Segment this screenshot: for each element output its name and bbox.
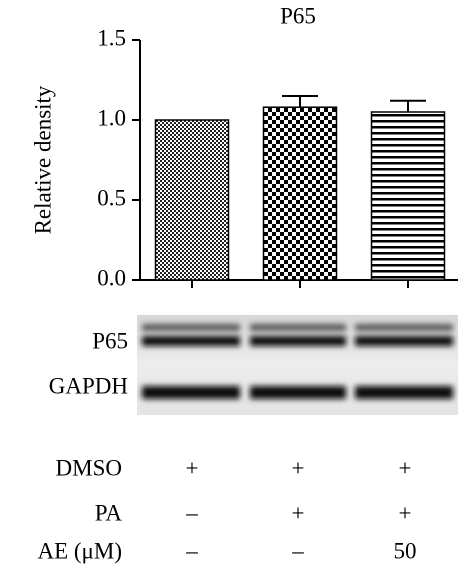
condition-cell: 50 [394,538,417,563]
chart-title: P65 [280,3,316,28]
y-tick-label: 1.0 [97,105,126,130]
bar [154,119,230,281]
y-tick-label: 0.5 [97,185,126,210]
condition-cell: – [291,538,304,563]
bar [370,111,446,281]
condition-label: PA [95,500,123,525]
condition-cell: + [399,500,412,525]
condition-label: AE (μM) [37,538,122,563]
blot-label: P65 [92,328,128,353]
y-tick-label: 0.0 [97,265,126,290]
y-axis-label: Relative density [30,85,55,234]
blot-label: GAPDH [49,373,128,398]
y-tick-label: 1.5 [97,25,126,50]
condition-cell: + [399,455,412,480]
condition-cell: + [292,500,305,525]
condition-cell: + [292,455,305,480]
condition-cell: + [186,455,199,480]
condition-cell: – [185,500,198,525]
condition-cell: – [185,538,198,563]
condition-label: DMSO [56,455,122,480]
western-blot [137,315,458,415]
bar [262,106,338,281]
